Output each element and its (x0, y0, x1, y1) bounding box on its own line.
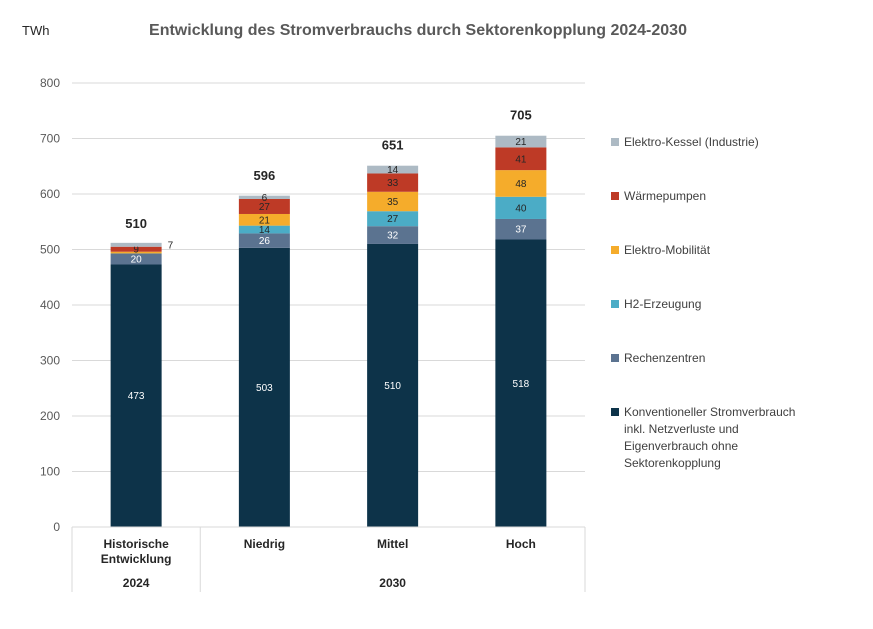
legend-swatch (611, 354, 619, 362)
y-tick-label: 400 (40, 298, 60, 312)
bar-segment (238, 198, 290, 214)
y-tick-label: 300 (40, 354, 60, 368)
bar-segment (367, 191, 419, 212)
bar-segment (238, 195, 290, 199)
bar-total-label: 705 (510, 108, 532, 123)
x-group-label: 2024 (123, 576, 150, 590)
x-group-label: 2030 (379, 576, 406, 590)
legend-label: inkl. Netzverluste und (624, 422, 739, 436)
bar-value-label: 14 (387, 165, 399, 176)
bar-segment (495, 147, 547, 171)
bar-value-label: 7 (168, 240, 174, 251)
legend-swatch (611, 138, 619, 146)
bar-value-label: 14 (259, 225, 271, 236)
bar-segment (367, 211, 419, 227)
legend-label: Elektro-Kessel (Industrie) (624, 135, 759, 149)
bar-segment (367, 165, 419, 174)
y-tick-label: 500 (40, 243, 60, 257)
y-axis: 0 100 200 300 400 500 600 700 800 (40, 76, 60, 534)
bar-segment (238, 233, 290, 248)
bar-value-label: 33 (387, 178, 399, 189)
y-tick-label: 0 (53, 520, 60, 534)
bar-segment (238, 213, 290, 226)
bar-segment (238, 225, 290, 234)
x-tick-label: Mittel (377, 537, 408, 551)
bar-value-label: 48 (515, 179, 527, 190)
bar-segment (495, 170, 547, 197)
y-tick-label: 100 (40, 465, 60, 479)
bar-segment (495, 239, 547, 527)
chart-title: Entwicklung des Stromverbrauchs durch Se… (149, 22, 687, 39)
legend-label: Wärmepumpen (624, 189, 706, 203)
bar-segment (367, 226, 419, 244)
bar-segment (110, 253, 162, 265)
bar-total-label: 596 (254, 168, 276, 183)
bar-segment (367, 173, 419, 192)
y-axis-unit: TWh (22, 23, 49, 38)
legend-swatch (611, 192, 619, 200)
bar-value-label: 21 (259, 215, 271, 226)
bar-value-label: 41 (515, 154, 527, 165)
bar-value-label: 20 (131, 254, 143, 265)
bar-value-label: 26 (259, 236, 271, 247)
bar-segment (367, 243, 419, 527)
bar-value-label: 37 (515, 225, 527, 236)
bar-value-label: 518 (513, 379, 530, 390)
bar-value-label: 35 (387, 197, 399, 208)
legend-swatch (611, 408, 619, 416)
total-labels: 510 596 651 705 (125, 108, 531, 231)
legend: Elektro-Kessel (Industrie) Wärmepumpen Ele… (611, 135, 795, 470)
bar-value-label: 510 (384, 381, 401, 392)
legend-label: Sektorenkopplung (624, 456, 721, 470)
bar-segment (110, 264, 162, 527)
bar-value-label: 40 (515, 203, 527, 214)
y-tick-label: 700 (40, 132, 60, 146)
legend-label: Elektro-Mobilität (624, 243, 711, 257)
legend-label: H2-Erzeugung (624, 297, 701, 311)
bar-value-label: 6 (262, 193, 268, 204)
x-tick-label: Historische (103, 537, 169, 551)
y-tick-label: 600 (40, 187, 60, 201)
bar-total-label: 651 (382, 138, 404, 153)
legend-swatch (611, 300, 619, 308)
bar-segment (238, 247, 290, 527)
legend-swatch (611, 246, 619, 254)
y-tick-label: 800 (40, 76, 60, 90)
y-tick-label: 200 (40, 409, 60, 423)
legend-label: Konventioneller Stromverbrauch (624, 405, 795, 419)
x-tick-label: Hoch (506, 537, 536, 551)
x-tick-label: Entwicklung (101, 552, 172, 566)
bar-segment (495, 218, 547, 240)
bar-value-label: 21 (515, 137, 527, 148)
bar-segment (110, 251, 162, 254)
bar-segment (495, 196, 547, 219)
legend-label: Rechenzentren (624, 351, 705, 365)
bar-segment (110, 246, 162, 252)
bar-value-label: 32 (387, 231, 399, 242)
bar-value-label: 503 (256, 383, 273, 394)
bar-value-label: 473 (128, 391, 145, 402)
bar-value-label: 27 (387, 214, 399, 225)
bar-total-label: 510 (125, 216, 147, 231)
bar-segment (110, 242, 162, 247)
legend-label: Eigenverbrauch ohne (624, 439, 738, 453)
bar-value-label: 9 (133, 245, 139, 256)
x-tick-label: Niedrig (244, 537, 285, 551)
bar-value-label: 27 (259, 202, 271, 213)
bar-segment (495, 135, 547, 148)
